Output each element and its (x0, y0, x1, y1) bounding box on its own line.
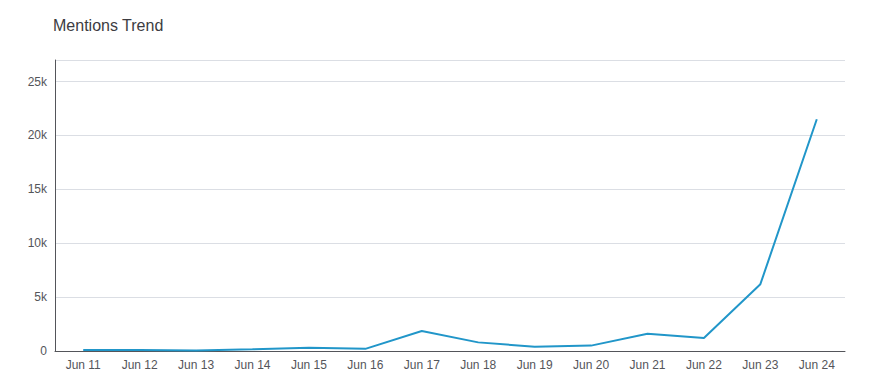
svg-text:Jun 14: Jun 14 (234, 358, 270, 372)
svg-text:5k: 5k (34, 290, 48, 304)
svg-text:Jun 21: Jun 21 (629, 358, 665, 372)
svg-text:Jun 16: Jun 16 (347, 358, 383, 372)
svg-text:Jun 18: Jun 18 (460, 358, 496, 372)
svg-text:Jun 23: Jun 23 (742, 358, 778, 372)
svg-text:25k: 25k (28, 75, 48, 89)
svg-text:Jun 22: Jun 22 (686, 358, 722, 372)
svg-text:Jun 19: Jun 19 (517, 358, 553, 372)
svg-text:Jun 17: Jun 17 (404, 358, 440, 372)
svg-text:10k: 10k (28, 236, 48, 250)
svg-text:20k: 20k (28, 128, 48, 142)
svg-text:Jun 15: Jun 15 (291, 358, 327, 372)
svg-text:Jun 20: Jun 20 (573, 358, 609, 372)
svg-text:0: 0 (40, 344, 47, 358)
svg-text:Jun 13: Jun 13 (178, 358, 214, 372)
svg-text:15k: 15k (28, 182, 48, 196)
svg-text:Jun 24: Jun 24 (799, 358, 835, 372)
svg-text:Mentions Trend: Mentions Trend (53, 17, 163, 34)
svg-text:Jun 12: Jun 12 (122, 358, 158, 372)
svg-text:Jun 11: Jun 11 (66, 358, 101, 372)
